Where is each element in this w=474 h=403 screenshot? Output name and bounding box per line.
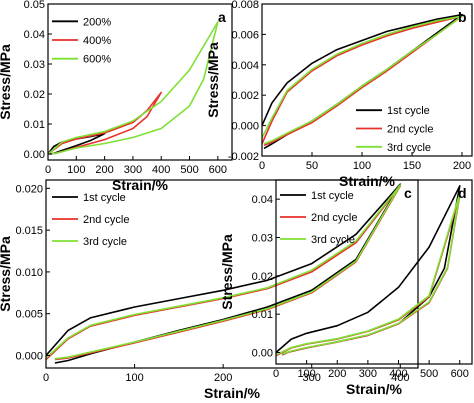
x-axis-title: Strain/% <box>346 381 403 397</box>
x-axis-title: Strain/% <box>204 385 261 401</box>
x-tick-label: 600 <box>209 164 227 176</box>
y-tick-label: 0.02 <box>252 271 273 283</box>
y-tick-label: 0.006 <box>231 29 259 41</box>
series-group <box>276 185 461 357</box>
panel-d: 0 100 200 300 400 500 600 0.00 0.01 0.02 0.03 0.04 S… <box>219 179 473 397</box>
y-tick-label: 0.04 <box>252 194 273 206</box>
y-tick-label: 0.004 <box>231 60 259 72</box>
legend-label: 3rd cycle <box>387 142 431 154</box>
x-tick-label: 300 <box>359 368 377 380</box>
legend-label: 2nd cycle <box>387 124 433 136</box>
y-tick-label: 0.000 <box>231 121 259 133</box>
x-tick-label: 500 <box>420 368 438 380</box>
x-tick-label: 400 <box>152 164 170 176</box>
y-tick-label: 0.002 <box>231 90 259 102</box>
panel-a: 0 100 200 300 400 500 600 0.00 0.01 0.02 0.03 0.04 0… <box>0 0 233 193</box>
y-tick-label: 0.010 <box>15 267 43 279</box>
x-tick-label: 400 <box>391 372 409 384</box>
plot-frame <box>45 179 419 369</box>
x-tick-label: 0 <box>259 160 265 172</box>
series-line-2 <box>48 91 162 155</box>
x-tick-label: 200 <box>453 160 471 172</box>
x-tick-label: 150 <box>403 160 421 172</box>
series-group <box>262 13 463 150</box>
x-tick-label: 50 <box>306 160 318 172</box>
legend-label: 3rd cycle <box>83 236 127 248</box>
y-tick-label: 0.05 <box>24 0 45 11</box>
plot-frame <box>275 179 473 365</box>
series-group <box>46 183 402 364</box>
panel-c: 0 100 200 300 4000.0000.0050.0100.0150.020St… <box>0 179 419 401</box>
series-line-3 <box>46 184 402 360</box>
y-tick-label: 0.02 <box>24 89 45 101</box>
y-tick-label: 0.008 <box>231 0 259 11</box>
y-tick-label: -0.002 <box>228 151 259 163</box>
x-axis-title: Strain/% <box>339 173 396 189</box>
legend-label: 200% <box>83 16 111 28</box>
y-tick-label: 0.01 <box>252 309 273 321</box>
y-axis-title: Stress/MPa <box>0 44 13 120</box>
y-tick-label: 0.03 <box>24 59 45 71</box>
y-tick-label: 0.01 <box>24 119 45 131</box>
y-tick-label: 0.00 <box>252 348 273 360</box>
series-line-1 <box>276 185 461 356</box>
series-line-3 <box>48 21 219 155</box>
series-line-3 <box>262 15 463 145</box>
panel-letter: b <box>458 9 467 25</box>
plot-frame <box>47 3 233 161</box>
y-tick-label: 0.04 <box>24 29 45 41</box>
panel-b: 0 50 100 150 200 -0.002 0.000 0.002 0.004 0.006 0.… <box>205 0 473 189</box>
y-axis-title: Stress/MPa <box>219 234 235 310</box>
panel-letter: a <box>218 9 226 25</box>
x-tick-label: 300 <box>124 164 142 176</box>
series-group <box>48 21 219 155</box>
panel-letter: d <box>458 185 467 201</box>
x-tick-label: 200 <box>328 368 346 380</box>
series-line-1 <box>48 132 106 155</box>
x-tick-label: 400 <box>389 368 407 380</box>
series-line-3 <box>276 192 461 356</box>
x-axis-title: Strain/% <box>112 177 169 193</box>
x-tick-label: 600 <box>451 368 469 380</box>
x-tick-label: 100 <box>125 372 143 384</box>
x-tick-label: 100 <box>353 160 371 172</box>
y-axis-title: Stress/MPa <box>205 42 221 118</box>
panel-letter: c <box>404 185 412 201</box>
plot-frame <box>261 3 473 157</box>
legend-label: 3rd cycle <box>311 234 355 246</box>
x-tick-label: 200 <box>95 164 113 176</box>
x-tick-label: 500 <box>180 164 198 176</box>
legend-label: 1st cycle <box>83 192 126 204</box>
y-axis-title: Stress/MPa <box>0 236 13 312</box>
y-tick-label: 0.03 <box>252 233 273 245</box>
y-tick-label: 0.005 <box>15 309 43 321</box>
y-tick-label: 0.00 <box>24 149 45 161</box>
legend-label: 400% <box>83 35 111 47</box>
legend-label: 600% <box>83 54 111 66</box>
x-tick-label: 0 <box>43 372 49 384</box>
legend-label: 2nd cycle <box>311 212 357 224</box>
x-tick-label: 200 <box>214 372 232 384</box>
x-tick-label: 100 <box>67 164 85 176</box>
x-tick-label: 0 <box>273 368 279 380</box>
x-tick-label: 100 <box>297 368 315 380</box>
y-tick-label: 0.015 <box>15 225 43 237</box>
legend-label: 1st cycle <box>387 105 430 117</box>
y-tick-label: 0.000 <box>15 350 43 362</box>
legend-label: 2nd cycle <box>83 214 129 226</box>
legend-label: 1st cycle <box>311 190 354 202</box>
y-tick-label: 0.020 <box>15 183 43 195</box>
x-tick-label: 300 <box>303 372 321 384</box>
x-tick-label: 0 <box>45 164 51 176</box>
